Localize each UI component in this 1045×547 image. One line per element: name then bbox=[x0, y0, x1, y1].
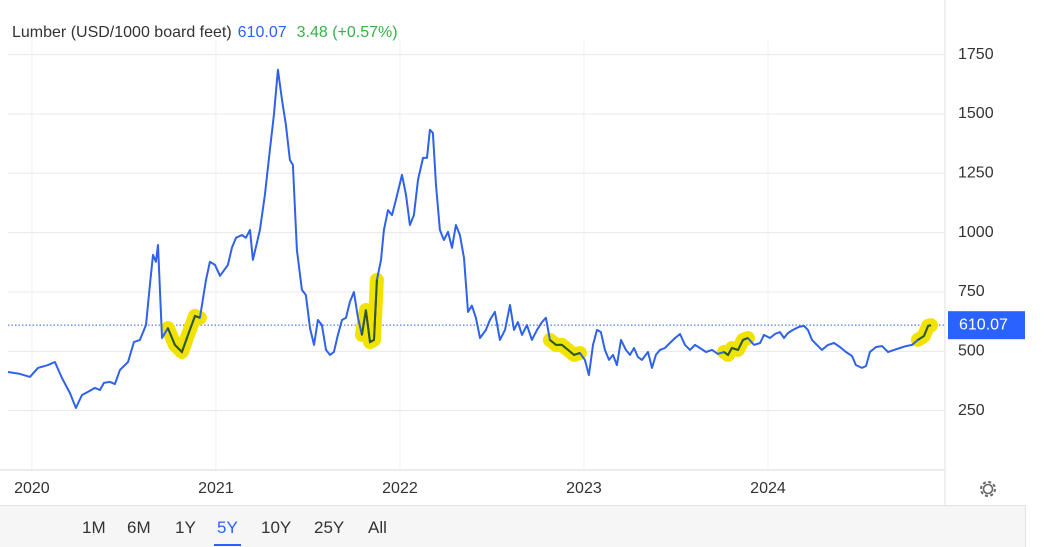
range-button[interactable]: 25Y bbox=[314, 518, 345, 537]
x-tick-label: 2021 bbox=[198, 480, 234, 497]
range-button[interactable]: 1M bbox=[82, 518, 106, 537]
settings-icon[interactable] bbox=[980, 481, 996, 497]
y-tick-label: 1500 bbox=[958, 105, 994, 122]
range-button[interactable]: 10Y bbox=[261, 518, 292, 537]
chart-title: Lumber (USD/1000 board feet) bbox=[12, 24, 232, 41]
x-tick-label: 2024 bbox=[750, 480, 786, 497]
y-tick-label: 1750 bbox=[958, 46, 994, 63]
range-bar: 1M 6M 1Y 5Y 10Y 25Y All bbox=[0, 505, 1026, 547]
highlight-line bbox=[723, 337, 749, 357]
last-value-tag bbox=[948, 311, 1025, 340]
y-tick-label: 1000 bbox=[958, 224, 994, 241]
y-tick-label: 250 bbox=[958, 402, 985, 419]
x-tick-label: 2022 bbox=[382, 480, 418, 497]
highlight-line bbox=[166, 314, 201, 354]
highlight-line bbox=[917, 324, 932, 341]
price-change: 3.48 (+0.57%) bbox=[297, 24, 398, 41]
range-button[interactable]: 6M bbox=[127, 518, 151, 537]
x-tick-label: 2020 bbox=[14, 480, 50, 497]
x-tick-label: 2023 bbox=[566, 480, 602, 497]
price: 610.07 bbox=[238, 24, 287, 41]
y-tick-label: 500 bbox=[958, 343, 985, 360]
highlight-line bbox=[360, 279, 378, 344]
highlight-band bbox=[717, 331, 755, 362]
price-line bbox=[7, 68, 932, 409]
range-button[interactable]: 1Y bbox=[175, 518, 196, 537]
range-button[interactable]: All bbox=[368, 518, 387, 537]
range-button[interactable]: 5Y bbox=[214, 516, 241, 546]
y-tick-label: 750 bbox=[958, 283, 985, 300]
highlight-line bbox=[549, 339, 581, 357]
last-value-label: 610.07 bbox=[959, 316, 1008, 333]
chart: Lumber (USD/1000 board feet) 610.07 3.48 … bbox=[0, 0, 1025, 505]
y-tick-label: 1250 bbox=[958, 165, 994, 182]
